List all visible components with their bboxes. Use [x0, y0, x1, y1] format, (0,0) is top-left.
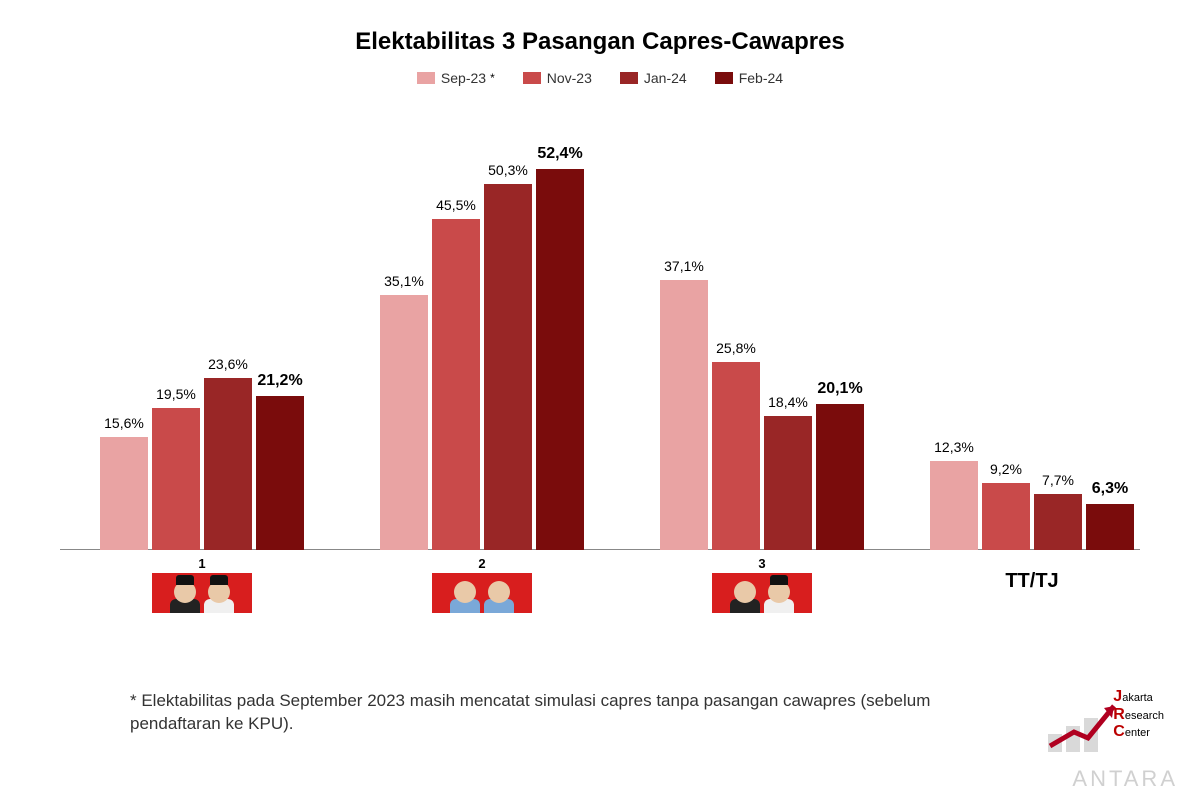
bar: 23,6%: [204, 378, 252, 550]
bar-group-tttj: 12,3%9,2%7,7%6,3%TT/TJ: [930, 461, 1134, 550]
legend-label: Sep-23: [441, 70, 486, 86]
bar: 20,1%: [816, 404, 864, 550]
bar-value-label: 50,3%: [484, 162, 532, 178]
bar: 21,2%: [256, 396, 304, 550]
bar-group-pair3: 37,1%25,8%18,4%20,1%3: [660, 280, 864, 550]
legend: Sep-23 * Nov-23 Jan-24 Feb-24: [0, 70, 1200, 86]
bar: 25,8%: [712, 362, 760, 550]
bar-value-label: 25,8%: [712, 340, 760, 356]
bar-value-label: 6,3%: [1086, 480, 1134, 498]
jrc-logo: Jakarta Research Center: [1044, 688, 1164, 758]
bar-value-label: 52,4%: [536, 145, 584, 163]
group-label: TT/TJ: [1005, 556, 1058, 593]
candidate-photo-placeholder: [152, 573, 252, 613]
group-label: 2: [432, 556, 532, 613]
bar-value-label: 20,1%: [816, 380, 864, 398]
legend-swatch: [715, 72, 733, 84]
bar: 15,6%: [100, 437, 148, 550]
bar-value-label: 35,1%: [380, 273, 428, 289]
legend-item: Nov-23: [523, 70, 592, 86]
bar: 37,1%: [660, 280, 708, 550]
bar: 50,3%: [484, 184, 532, 550]
bar: 12,3%: [930, 461, 978, 550]
bar: 9,2%: [982, 483, 1030, 550]
bar: 52,4%: [536, 169, 584, 550]
legend-swatch: [417, 72, 435, 84]
legend-item: Jan-24: [620, 70, 687, 86]
candidate-photo-placeholder: [712, 573, 812, 613]
legend-item: Feb-24: [715, 70, 783, 86]
bar: 19,5%: [152, 408, 200, 550]
candidate-number: 2: [432, 556, 532, 571]
legend-swatch: [620, 72, 638, 84]
legend-label: Nov-23: [547, 70, 592, 86]
group-label: 3: [712, 556, 812, 613]
bar-value-label: 45,5%: [432, 197, 480, 213]
bar-value-label: 12,3%: [930, 439, 978, 455]
bar: 35,1%: [380, 295, 428, 550]
bar: 18,4%: [764, 416, 812, 550]
bar: 45,5%: [432, 219, 480, 550]
candidate-photo-placeholder: [432, 573, 532, 613]
candidate-number: 1: [152, 556, 252, 571]
legend-star: *: [490, 71, 495, 85]
candidate-number: 3: [712, 556, 812, 571]
group-text-label: TT/TJ: [1005, 570, 1058, 593]
bar-value-label: 23,6%: [204, 356, 252, 372]
bar: 7,7%: [1034, 494, 1082, 550]
bar: 6,3%: [1086, 504, 1134, 550]
bar-value-label: 21,2%: [256, 372, 304, 390]
bar-value-label: 9,2%: [982, 461, 1030, 477]
bar-value-label: 7,7%: [1034, 472, 1082, 488]
legend-label: Jan-24: [644, 70, 687, 86]
watermark: ANTARA: [1072, 766, 1178, 792]
group-label: 1: [152, 556, 252, 613]
chart-title: Elektabilitas 3 Pasangan Capres-Cawapres: [0, 0, 1200, 56]
legend-item: Sep-23 *: [417, 70, 495, 86]
chart-area: 15,6%19,5%23,6%21,2%135,1%45,5%50,3%52,4…: [60, 130, 1140, 600]
footnote: * Elektabilitas pada September 2023 masi…: [130, 690, 950, 736]
bar-group-pair2: 35,1%45,5%50,3%52,4%2: [380, 169, 584, 550]
jrc-logo-text: Jakarta Research Center: [1113, 688, 1164, 741]
bar-value-label: 37,1%: [660, 258, 708, 274]
bar-value-label: 18,4%: [764, 394, 812, 410]
bar-value-label: 19,5%: [152, 386, 200, 402]
bar-group-pair1: 15,6%19,5%23,6%21,2%1: [100, 378, 304, 550]
legend-label: Feb-24: [739, 70, 783, 86]
legend-swatch: [523, 72, 541, 84]
bar-value-label: 15,6%: [100, 415, 148, 431]
